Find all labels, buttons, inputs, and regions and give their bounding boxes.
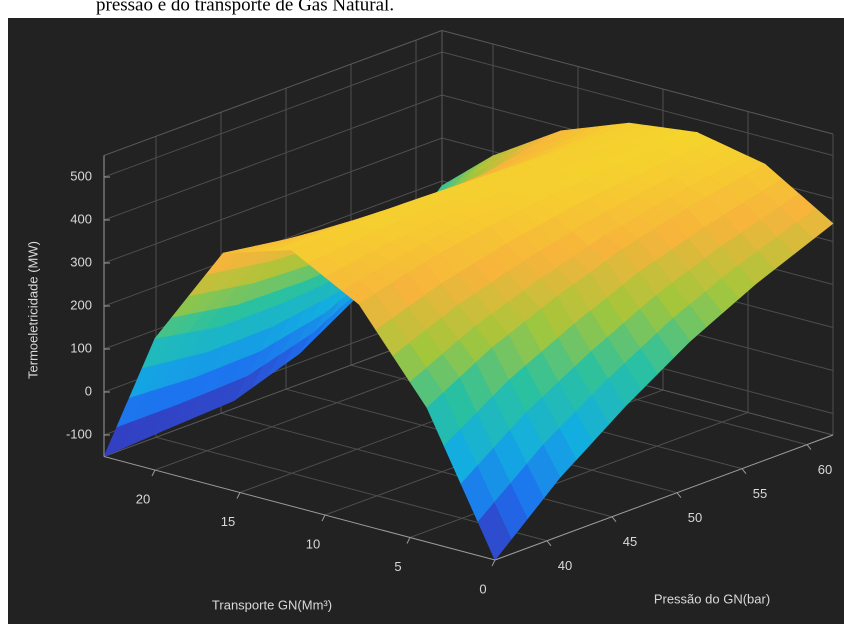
grid-line — [103, 94, 443, 221]
z-tick-label: -100 — [66, 426, 92, 441]
labels: -100 0 100 200 300 400 500 40 45 50 55 60 0 5 10 15 20 — [66, 155, 834, 596]
x-tick — [676, 492, 682, 499]
y-tick — [406, 537, 411, 544]
caption: pressão e do transporte de Gás Natural. — [96, 0, 394, 15]
y-tick — [151, 469, 156, 477]
z-axis-title: Termoeletricidade (MW) — [25, 241, 40, 379]
x-tick — [806, 444, 812, 450]
x-tick — [611, 516, 617, 523]
z-tick-label: 200 — [70, 297, 92, 312]
grid-line — [409, 412, 749, 538]
x-tick-label: 60 — [818, 462, 832, 477]
y-tick — [491, 559, 496, 567]
y-tick-label: 5 — [394, 559, 401, 574]
x-tick-label: 40 — [558, 558, 572, 573]
axis-line — [494, 434, 834, 561]
axis-line — [103, 456, 496, 561]
box-edge — [103, 331, 443, 457]
y-tick — [236, 492, 241, 499]
surface — [103, 122, 834, 561]
z-tick-label: 300 — [70, 254, 92, 269]
y-axis-title: Transporte GN(Mm³) — [212, 597, 332, 612]
grid-line — [103, 137, 443, 264]
y-tick-label: 10 — [306, 536, 320, 551]
z-tick-label: 500 — [70, 168, 92, 183]
grid-line — [441, 51, 834, 156]
x-tick-label: 45 — [623, 534, 637, 549]
box-edge — [441, 30, 834, 135]
x-tick — [546, 540, 552, 547]
surface-patch — [477, 502, 512, 561]
y-tick-label: 20 — [136, 491, 150, 506]
y-tick — [321, 514, 326, 522]
y-tick-label: 15 — [221, 514, 235, 529]
box-edge — [103, 30, 443, 156]
grid-line — [220, 412, 613, 518]
x-tick-label: 55 — [753, 486, 767, 501]
grid-line — [103, 51, 443, 178]
x-tick-label: 50 — [688, 510, 702, 525]
z-tick-label: 400 — [70, 211, 92, 226]
z-tick-label: 100 — [70, 340, 92, 355]
y-tick-label: 0 — [479, 581, 486, 596]
z-tick-label: 0 — [85, 383, 92, 398]
x-axis-title: Pressão do GN(bar) — [654, 591, 770, 606]
x-tick — [741, 468, 747, 474]
